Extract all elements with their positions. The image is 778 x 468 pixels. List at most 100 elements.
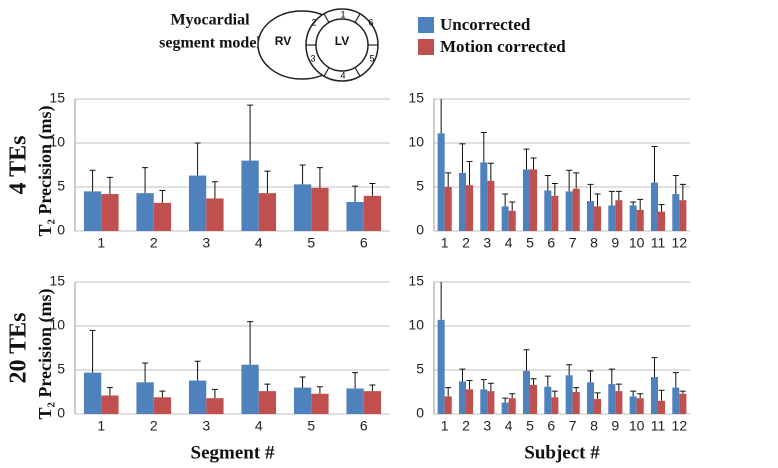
x-tick-label: 4 <box>505 235 513 251</box>
panel: 0 5 10 15 1 2 3 4 5 6 <box>49 273 390 434</box>
x-tick-label: 8 <box>590 235 598 251</box>
error-bar <box>211 388 218 399</box>
chamber-label: RV <box>275 34 291 48</box>
bar <box>487 180 495 231</box>
bar <box>293 387 312 414</box>
error-bar <box>544 175 551 191</box>
bar <box>153 397 172 414</box>
y-tick-label: 0 <box>57 222 65 238</box>
x-tick-label: 2 <box>462 418 470 434</box>
error-bar <box>587 183 594 202</box>
bar <box>241 364 259 414</box>
error-bar <box>615 383 622 392</box>
bar <box>458 381 466 414</box>
row-label: 4 TEs <box>6 136 32 195</box>
y-tick-label: 0 <box>57 405 65 421</box>
error-bar <box>459 143 466 173</box>
x-tick-label: 7 <box>569 235 577 251</box>
bar <box>346 201 364 231</box>
bar <box>101 194 119 231</box>
error-bar <box>369 182 376 196</box>
x-tick-label: 10 <box>629 235 645 251</box>
bar <box>206 398 224 414</box>
bar <box>679 393 687 414</box>
x-tick-label: 5 <box>526 235 534 251</box>
bar <box>206 198 224 231</box>
x-tick-label: 6 <box>360 418 368 434</box>
error-bars <box>89 321 376 399</box>
bar <box>363 391 382 414</box>
bar <box>241 160 259 231</box>
error-bar <box>466 380 473 390</box>
error-bar <box>672 372 679 388</box>
bar <box>522 169 530 231</box>
error-bar <box>316 386 323 394</box>
bar <box>466 389 474 414</box>
bar <box>658 211 666 231</box>
x-tick-label: 5 <box>307 418 315 434</box>
error-bar <box>509 393 516 399</box>
x-tick-label: 5 <box>526 418 534 434</box>
error-bar <box>159 190 166 203</box>
bar <box>83 372 102 414</box>
error-bar <box>566 169 573 192</box>
bar <box>444 187 452 231</box>
error-bar <box>352 185 359 202</box>
error-bar <box>480 379 487 390</box>
x-tick-label: 6 <box>547 418 555 434</box>
error-bar <box>480 131 487 163</box>
bar <box>679 200 687 231</box>
x-axis-label: Subject # <box>524 442 600 463</box>
error-bar <box>459 368 466 382</box>
x-tick-label: 4 <box>505 418 513 434</box>
error-bar <box>573 387 580 392</box>
x-tick-label: 1 <box>441 418 449 434</box>
error-bars <box>440 282 686 403</box>
bar <box>594 206 602 231</box>
bar <box>508 210 516 231</box>
bar <box>530 169 538 231</box>
x-tick-label: 7 <box>569 418 577 434</box>
x-tick-label: 2 <box>150 235 158 251</box>
bar <box>311 187 329 231</box>
y-tick-label: 15 <box>408 90 424 106</box>
x-tick-label: 11 <box>651 418 666 434</box>
y-tick-label: 10 <box>49 317 65 333</box>
x-tick-label: 12 <box>672 235 688 251</box>
error-bar <box>106 387 113 396</box>
error-bar <box>445 387 452 397</box>
error-bar <box>651 357 658 378</box>
error-bar <box>608 190 615 206</box>
error-bar <box>551 390 558 398</box>
x-tick-label: 11 <box>651 235 666 251</box>
error-bar <box>142 167 149 194</box>
error-bar <box>502 193 509 207</box>
error-bar <box>615 190 622 201</box>
y-tick-label: 10 <box>49 134 65 150</box>
error-bar <box>247 321 254 365</box>
bar <box>650 182 658 231</box>
error-bar <box>509 201 516 211</box>
error-bar <box>523 148 530 170</box>
error-bar <box>672 175 679 195</box>
y-tick-label: 0 <box>416 222 424 238</box>
x-axis-label: Segment # <box>191 442 275 463</box>
bar <box>586 201 594 231</box>
bar <box>658 400 666 414</box>
x-tick-label: 5 <box>307 235 315 251</box>
y-tick-label: 0 <box>416 405 424 421</box>
bar <box>501 206 509 231</box>
error-bar <box>299 164 306 185</box>
error-bar <box>352 372 359 389</box>
bar <box>311 393 329 414</box>
y-axis-label: T₂ Precision (ms) <box>35 288 56 419</box>
x-tick-label: 6 <box>547 235 555 251</box>
error-bar <box>544 375 551 387</box>
error-bar <box>487 382 494 392</box>
error-bar <box>316 167 323 188</box>
error-bar <box>264 383 271 392</box>
chamber-label: LV <box>335 34 349 48</box>
error-bar <box>637 198 644 210</box>
